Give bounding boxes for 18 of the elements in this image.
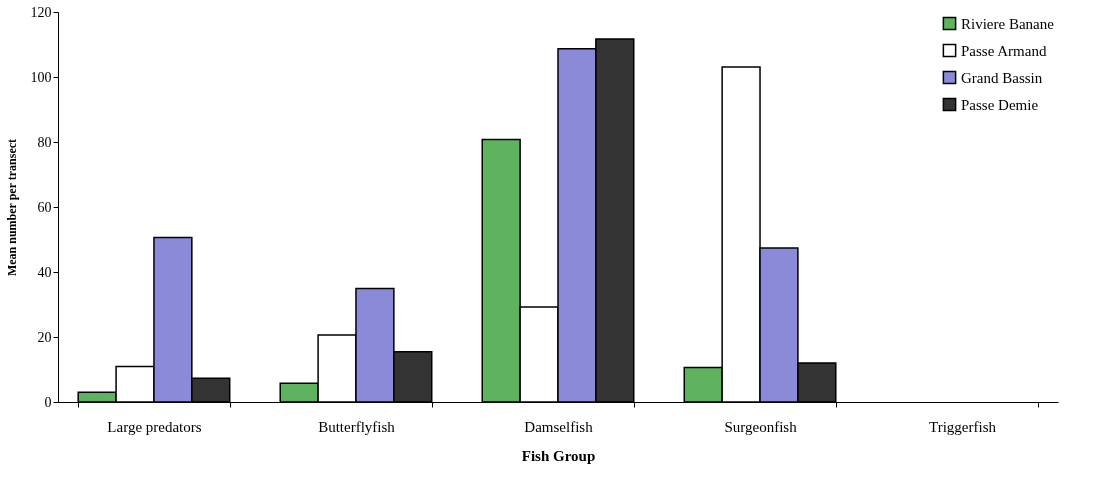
- y-axis-title: Mean number per transect: [4, 138, 19, 277]
- legend-label: Grand Bassin: [961, 69, 1043, 86]
- x-tick-label: Surgeonfish: [724, 418, 798, 435]
- y-tick-label: 100: [30, 69, 52, 85]
- y-tick-label: 40: [37, 264, 52, 280]
- legend-label: Passe Demie: [961, 96, 1039, 113]
- y-tick-label: 80: [37, 134, 52, 150]
- legend-label: Riviere Banane: [961, 15, 1055, 32]
- x-tick-label: Butterflyfish: [318, 418, 396, 435]
- legend-label: Passe Armand: [961, 42, 1047, 59]
- y-tick-label: 0: [44, 394, 52, 410]
- y-tick-label: 60: [37, 199, 52, 215]
- x-tick-label: Triggerfish: [929, 418, 997, 435]
- y-tick-label: 20: [37, 329, 52, 345]
- x-tick-label: Damselfish: [524, 418, 594, 435]
- x-axis-title: Fish Group: [521, 447, 596, 464]
- y-tick-label: 120: [30, 4, 52, 20]
- x-tick-label: Large predators: [107, 418, 202, 435]
